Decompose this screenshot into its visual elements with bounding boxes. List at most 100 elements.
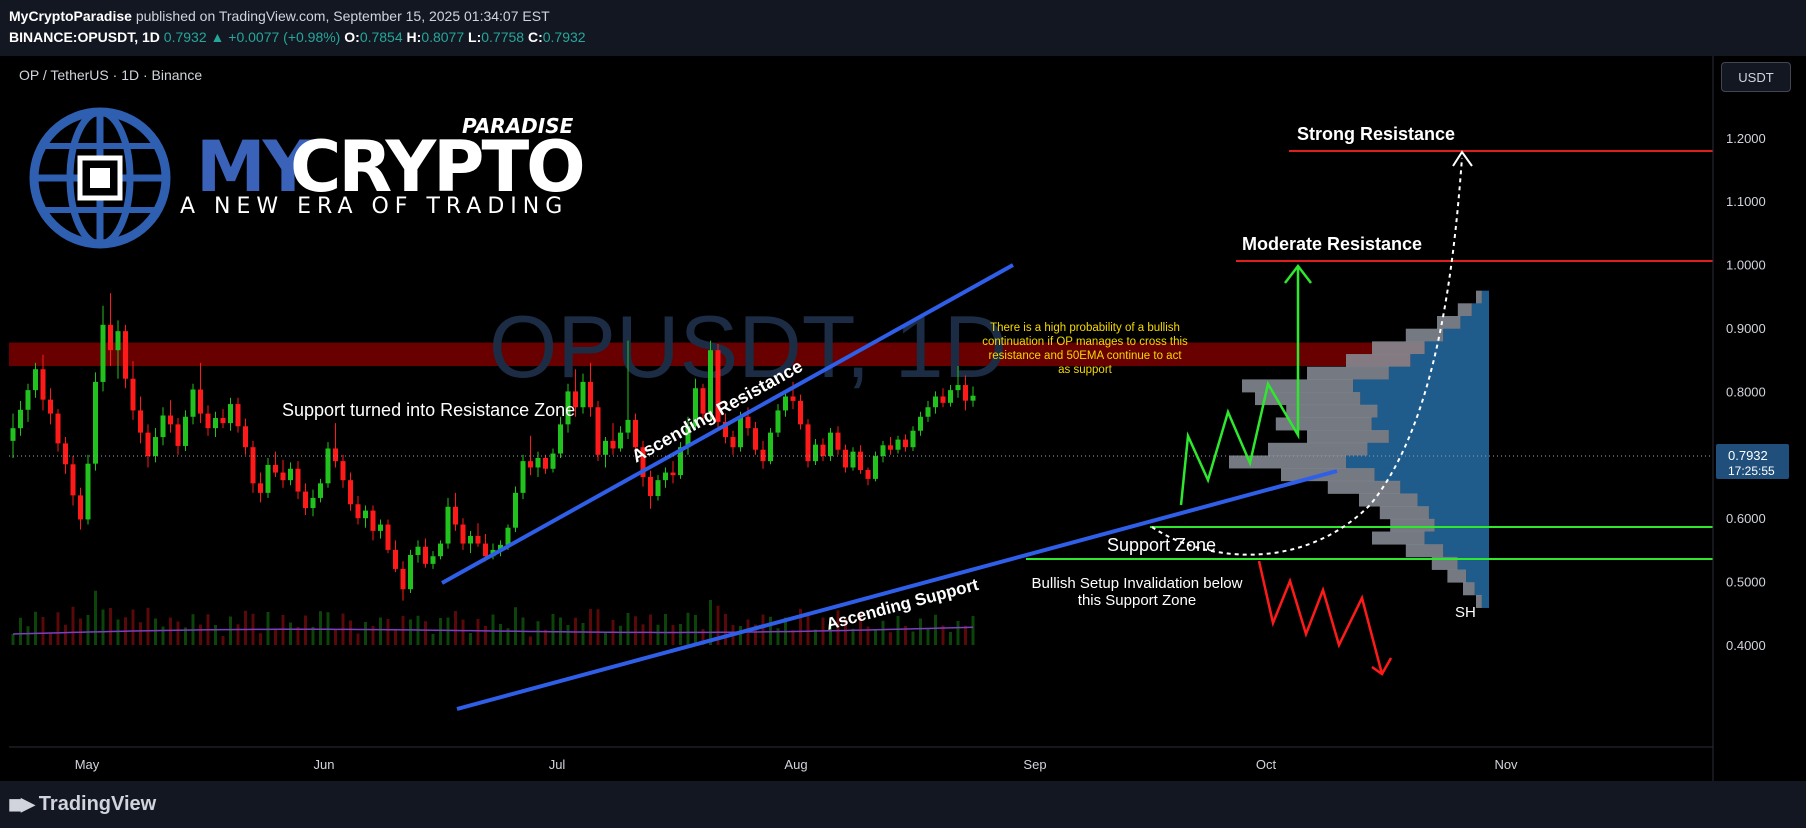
volume-bar [334,630,337,645]
tradingview-logo-text: TradingView [38,793,157,815]
volume-bar [49,632,52,645]
volume-bar [769,616,772,645]
candle-body [190,389,196,417]
candle-body [295,468,301,492]
volume-profile-bar-up [1476,290,1482,304]
candle-body [550,453,556,469]
volume-bar [116,619,120,645]
x-tick-label: Oct [1256,757,1277,772]
volume-profile-bar-up [1268,442,1368,456]
volume-bar [814,629,817,645]
volume-bar [634,616,637,645]
ascending-support-line[interactable] [456,469,1338,711]
candle-body [888,445,893,450]
price-chart[interactable]: OPUSDT, 1D Support turned into Resistanc… [0,56,1806,781]
volume-bar [304,615,307,645]
volume-bar [41,617,45,645]
volume-bar [844,619,847,645]
symbol-title: OP / TetherUS · 1D · Binance [19,67,203,83]
candle-body [955,385,961,391]
candle-body [468,535,473,544]
candle-body [505,527,511,545]
candle-body [280,472,286,481]
current-price-label: 0.7932 [1728,448,1768,463]
candle-body [430,556,436,564]
volume-bar [296,627,300,645]
publish-date: published on TradingView.com, September … [135,8,550,24]
zone-label: Support turned into Resistance Zone [282,400,575,420]
volume-profile-bar-value [1434,518,1489,532]
candle-body [895,439,901,450]
chart-header: MyCryptoParadise published on TradingVie… [0,0,1806,56]
volume-bar [941,625,945,645]
candle-body [865,470,871,479]
volume-profile-bar-value [1481,594,1489,608]
author-name[interactable]: MyCryptoParadise [9,8,132,24]
candle-body [813,444,818,462]
candle-body [168,415,173,425]
tradingview-mark-icon: ◼▶ [8,794,35,814]
volume-bar [694,615,697,645]
volume-bar [184,627,187,645]
volume-bar [881,620,885,645]
x-tick-label: Aug [784,757,807,772]
volume-bar [349,620,352,645]
volume-bar [649,614,652,645]
candle-body [670,472,676,476]
candle-body [363,510,368,519]
volume-profile-bar-value [1424,341,1489,355]
volume-profile-bar-up [1327,480,1401,494]
volume-bar [701,629,705,645]
y-tick-label: 1.0000 [1726,258,1766,273]
volume-bar [266,612,270,645]
candle-body [633,419,638,448]
candle-body [10,428,16,441]
candle-body [333,448,338,462]
currency-button[interactable]: USDT [1721,62,1791,92]
candle-body [265,464,271,493]
volume-bar [94,590,97,645]
volume-bar [371,626,375,645]
low-label: L: [468,29,482,45]
volume-bar [161,626,165,645]
candle-body [423,546,428,564]
volume-bar [866,626,870,645]
volume-profile-bar-value [1417,493,1489,507]
volume-bar [221,636,225,645]
candle-body [153,437,158,457]
volume-profile-bar-value [1360,392,1489,406]
bullish-note-line: resistance and 50EMA continue to act [988,350,1182,362]
price-change: +0.0077 (+0.98%) [228,29,341,45]
volume-profile-bar-value [1443,544,1489,558]
brand-my: MY [196,126,313,208]
candle-body [580,381,586,408]
candle-body [378,524,383,531]
candle-body [798,400,803,425]
volume-bar [664,614,667,645]
candle-body [33,369,38,391]
volume-bar [289,622,292,645]
volume-profile-bar-value [1410,354,1489,368]
tradingview-logo[interactable]: ◼▶ TradingView [8,793,156,816]
high-value: 0.8077 [421,29,465,45]
footer-bar [0,781,1806,828]
candle-body [25,390,31,410]
volume-profile-bar-up [1346,354,1411,368]
candle-body [355,504,361,519]
candle-body [723,421,728,438]
volume-bar [919,618,922,645]
volume-bar [896,616,900,645]
candle-body [745,416,751,429]
volume-profile-bar-value [1457,556,1489,570]
x-tick-label: Jul [549,757,566,772]
volume-profile-bar-up [1405,544,1444,558]
chart-pane[interactable] [9,56,1797,781]
y-tick-label: 0.5000 [1726,575,1766,590]
candle-body [625,419,631,433]
volume-bar [274,629,277,645]
volume-bar [11,634,15,645]
ascending-resistance-line[interactable] [441,263,1014,585]
low-value: 0.7758 [481,29,525,45]
volume-bar [236,624,240,645]
volume-bar [476,619,480,645]
